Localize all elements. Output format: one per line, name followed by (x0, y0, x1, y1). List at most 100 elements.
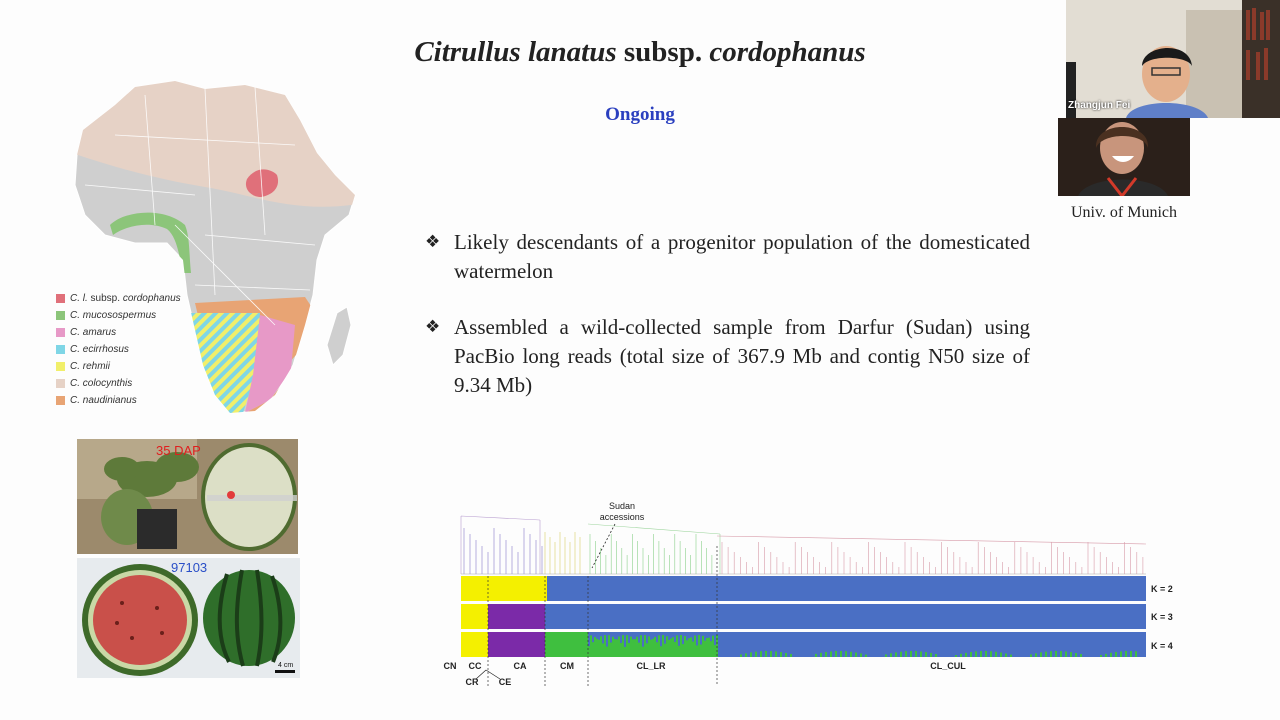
legend-swatch (56, 362, 65, 371)
k4-green-cul (1060, 651, 1062, 657)
k4-green-lr (696, 645, 698, 657)
legend-species: C. rehmii (70, 361, 111, 372)
k4-green-lr (708, 637, 710, 657)
group-ce-label: CE (499, 677, 512, 687)
cultivar-label: 97103 (171, 560, 208, 575)
k4-green-cul (1040, 652, 1042, 657)
k4-green-cul (995, 651, 997, 657)
k4-green-lr (628, 642, 630, 657)
k4-green-lr (658, 635, 660, 657)
bullet-item: ❖ Likely descendants of a progenitor pop… (425, 228, 1030, 286)
k4-green-lr (648, 636, 650, 657)
k4-green-lr (624, 646, 626, 657)
k4-green-cul (990, 651, 992, 657)
k4-green-cul (1010, 654, 1012, 657)
k4-green-lr (684, 636, 686, 657)
cultivated-watermelon-photo: 97103 4 cm (77, 558, 300, 678)
k4-green-lr (654, 636, 656, 657)
k4-green-cul (790, 653, 792, 657)
k4-green-lr (660, 646, 662, 657)
title-genus: Citrullus lanatus (414, 36, 617, 68)
slide-title: Citrullus lanatus subsp. cordophanus (0, 36, 1280, 69)
k4-green-lr (714, 645, 716, 657)
k4-green-lr (592, 642, 594, 657)
k4-green-cul (910, 651, 912, 657)
bullet-text: Assembled a wild-collected sample from D… (454, 315, 1030, 397)
k4-green-cul (1110, 652, 1112, 657)
k2-row (461, 576, 1146, 601)
k4-green-lr (652, 638, 654, 657)
k4-green-lr (598, 639, 600, 657)
k4-green-cul (915, 651, 917, 657)
dendrogram-branch (460, 515, 541, 574)
k4-green-lr (690, 637, 692, 657)
k4-green-lr (702, 635, 704, 657)
k4-green-cul (925, 652, 927, 657)
k4-green-lr (588, 646, 590, 657)
k4-green-lr (670, 638, 672, 657)
legend-item: C. l. subsp. cordophanus (56, 290, 181, 307)
k4-green-cul (1120, 651, 1122, 657)
structure-bars (461, 576, 1146, 657)
legend-species: C. amarus (70, 327, 117, 338)
dendrogram-branch (587, 523, 721, 574)
k4-green-lr (674, 641, 676, 657)
k4-green-lr (606, 646, 608, 657)
k4-green-cul (740, 654, 742, 657)
k4-purple (488, 632, 545, 657)
k4-green-lr (704, 640, 706, 657)
sudan-pointer (591, 523, 616, 569)
legend-item: C. amarus (56, 324, 181, 341)
k4-green-cul (1125, 651, 1127, 657)
k3-row (461, 604, 1146, 629)
k3-label: K = 3 (1151, 612, 1173, 622)
k4-green-cul (1005, 653, 1007, 657)
bullet-text: Likely descendants of a progenitor popul… (454, 230, 1030, 283)
k4-green-cul (1135, 651, 1137, 657)
k4-green-lr (596, 638, 598, 657)
legend-swatch (56, 396, 65, 405)
k4-green-lr (650, 639, 652, 657)
video-tile-participant[interactable] (1058, 118, 1190, 196)
k4-green-lr (612, 636, 614, 657)
k4-green-cul (895, 652, 897, 657)
k4-green-cul (965, 652, 967, 657)
legend-species: C. mucosospermus (70, 310, 157, 321)
k4-green-cul (765, 651, 767, 657)
group-ca-label: CA (514, 661, 527, 671)
video-caption: Univ. of Munich (1070, 204, 1178, 221)
scale-bar-label: 4 cm (278, 662, 294, 669)
k4-green-cul (1115, 651, 1117, 657)
k4-green-lr (634, 639, 636, 657)
k4-green-cul (775, 651, 777, 657)
wild-fruit-illustration (77, 439, 298, 554)
k4-green-lr (632, 639, 634, 657)
legend-item: C. ecirrhosus (56, 341, 181, 358)
sudan-annotation-line2: accessions (600, 512, 645, 522)
legend-item: C. colocynthis (56, 375, 181, 392)
bullet-list: ❖ Likely descendants of a progenitor pop… (425, 228, 1030, 427)
k4-green-lr (640, 635, 642, 657)
legend-species: C. naudinianus (70, 395, 137, 406)
video-tile-speaker[interactable]: Zhangjun Fei (1066, 0, 1280, 118)
k4-green-lr (608, 635, 610, 657)
group-cc-label: CC (469, 661, 482, 671)
k4-green-lr (698, 635, 700, 657)
legend-suffix: subsp. (87, 293, 123, 304)
k4-green-cul (770, 651, 772, 657)
ongoing-label: Ongoing (605, 104, 675, 125)
title-epithet: cordophanus (709, 36, 866, 68)
k4-green-cul (840, 651, 842, 657)
k4-green-cul (920, 651, 922, 657)
k4-green-lr (682, 644, 684, 657)
k4-green-lr (638, 642, 640, 657)
k4-green-cul (825, 651, 827, 657)
k4-green-lr (656, 642, 658, 657)
k4-green-lr (622, 635, 624, 657)
sudan-annotation-line1: Sudan (609, 501, 635, 511)
title-subsp: subsp. (616, 36, 710, 68)
k4-green-cul (860, 653, 862, 657)
k4-green-cul (985, 651, 987, 657)
k4-green-lr (700, 644, 702, 657)
legend-item: C. naudinianus (56, 392, 181, 409)
